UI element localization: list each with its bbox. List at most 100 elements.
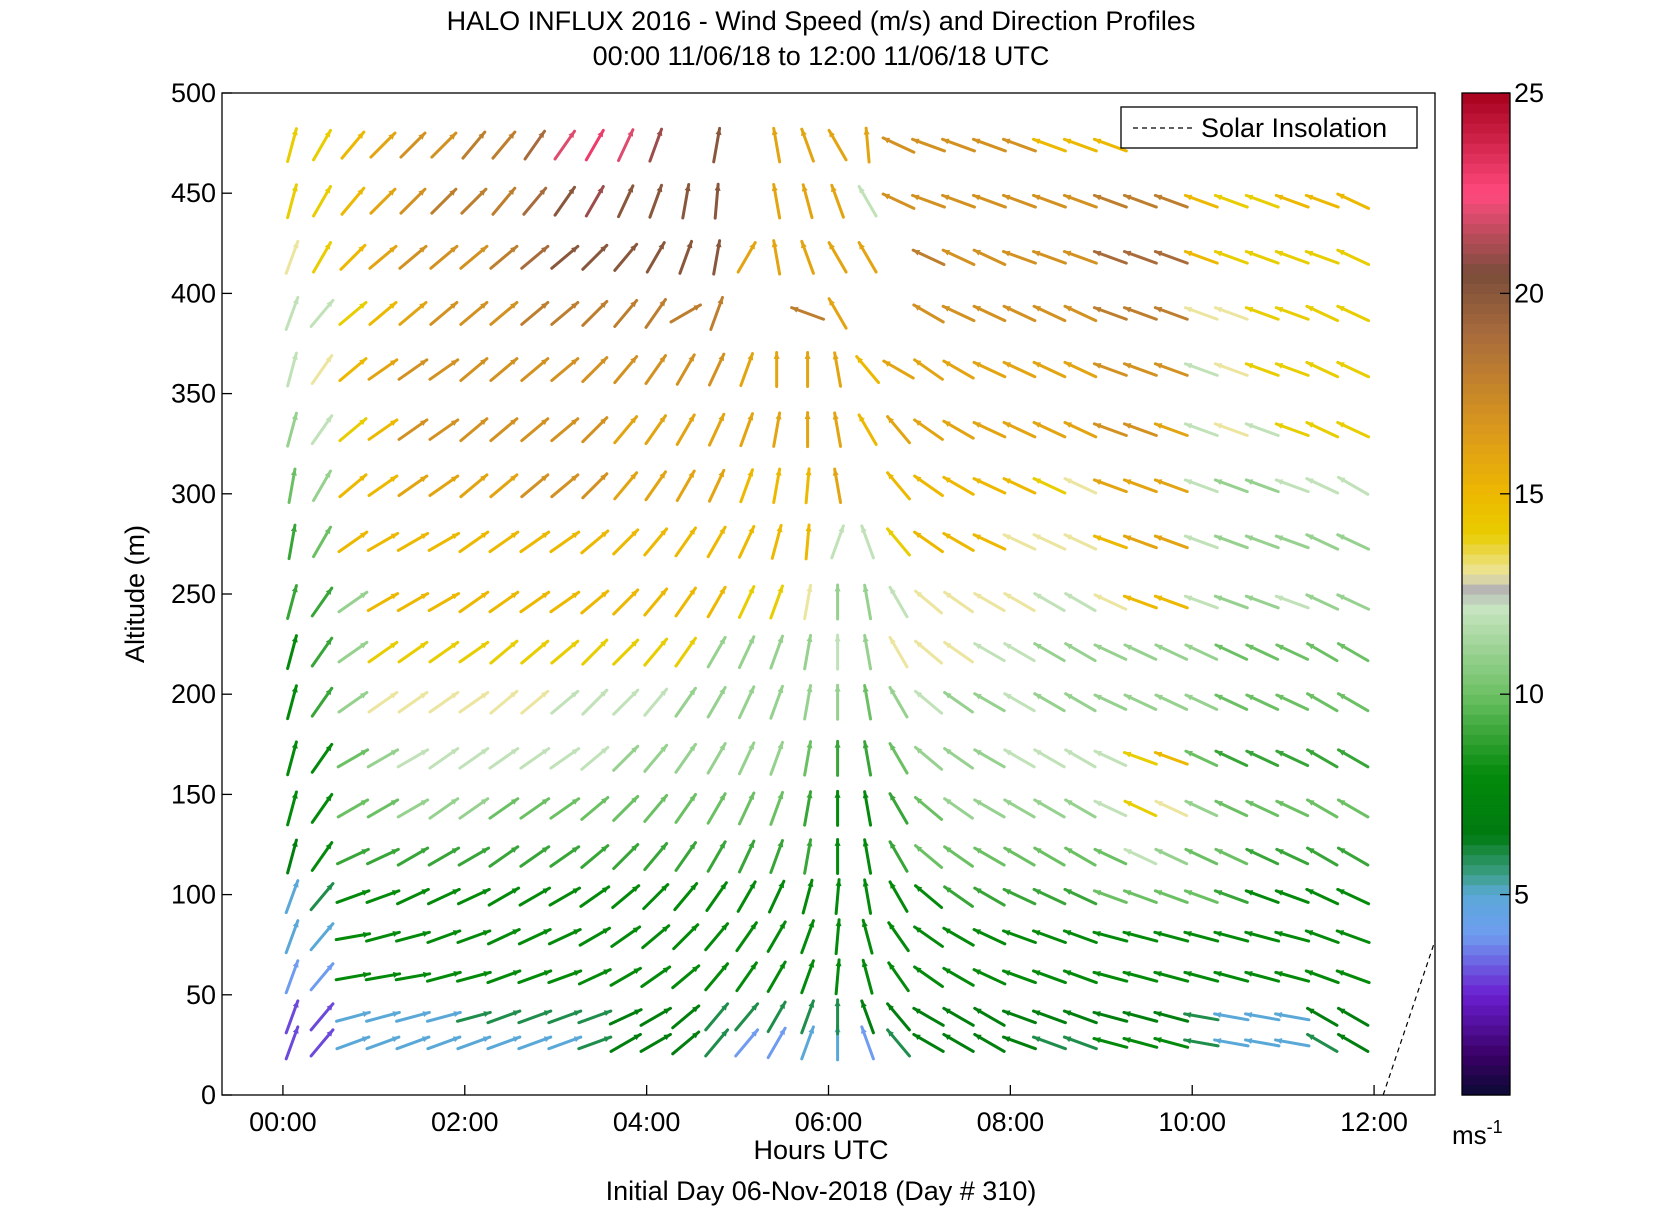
wind-arrow xyxy=(641,924,671,950)
wind-arrow xyxy=(338,417,368,443)
wind-arrow xyxy=(800,919,815,955)
wind-arrow xyxy=(737,791,756,826)
wind-arrow xyxy=(310,793,334,824)
wind-arrow xyxy=(1092,306,1128,321)
wind-arrow xyxy=(972,360,1007,379)
wind-arrow xyxy=(286,584,298,620)
wind-arrow xyxy=(491,130,517,160)
wind-arrow xyxy=(913,418,944,441)
wind-arrow xyxy=(427,592,461,613)
wind-arrow xyxy=(581,299,609,327)
wind-arrow xyxy=(734,1002,760,1032)
wind-arrow xyxy=(1213,362,1249,377)
wind-arrow xyxy=(426,887,461,906)
wind-arrow xyxy=(1033,692,1066,713)
wind-arrow xyxy=(337,690,369,714)
wind-arrow xyxy=(1336,475,1370,496)
wind-arrow xyxy=(612,744,640,772)
wind-arrow xyxy=(580,529,610,555)
wind-arrow xyxy=(973,642,1006,663)
wind-arrow xyxy=(549,797,581,820)
y-tick-label: 500 xyxy=(171,78,216,108)
wind-arrow xyxy=(644,298,667,329)
wind-arrow xyxy=(458,747,490,770)
wind-arrow xyxy=(338,357,368,382)
wind-arrow xyxy=(1062,250,1098,265)
wind-arrow xyxy=(827,241,848,274)
wind-arrow xyxy=(617,128,635,163)
wind-arrow xyxy=(1062,1009,1098,1025)
wind-arrow xyxy=(1122,534,1158,550)
wind-arrow xyxy=(1274,193,1310,209)
wind-arrow xyxy=(1305,304,1340,323)
wind-arrow xyxy=(1306,798,1339,819)
wind-arrow xyxy=(1153,751,1189,766)
wind-arrow xyxy=(972,248,1007,267)
wind-arrow xyxy=(1033,846,1066,867)
wind-arrow xyxy=(1244,362,1280,377)
wind-arrow xyxy=(769,740,784,776)
wind-arrow xyxy=(911,248,946,267)
wind-arrow xyxy=(834,998,841,1036)
wind-arrow xyxy=(459,473,489,499)
wind-arrow xyxy=(309,298,335,328)
wind-arrow xyxy=(1335,929,1371,944)
wind-arrow xyxy=(1001,193,1037,209)
wind-arrow xyxy=(972,927,1007,946)
wind-arrow xyxy=(1245,693,1280,711)
wind-arrow xyxy=(577,1009,613,1025)
wind-arrow xyxy=(1183,534,1219,550)
wind-arrow xyxy=(1274,534,1310,550)
wind-arrow xyxy=(1031,250,1067,265)
wind-arrow xyxy=(1092,362,1128,377)
wind-arrow xyxy=(769,634,784,670)
wind-arrow xyxy=(609,966,642,987)
colorbar-tick-label: 25 xyxy=(1514,78,1544,108)
wind-arrow xyxy=(487,886,521,907)
colorbar-tick-label: 5 xyxy=(1514,880,1529,910)
wind-arrow xyxy=(1062,1035,1098,1051)
wind-arrow xyxy=(1275,749,1310,768)
y-tick-label: 350 xyxy=(171,379,216,409)
wind-arrow xyxy=(1213,594,1249,610)
wind-arrow xyxy=(459,357,489,382)
wind-arrow xyxy=(705,881,728,913)
wind-arrow xyxy=(803,838,813,875)
wind-arrow xyxy=(1122,422,1158,437)
wind-arrow xyxy=(707,412,726,447)
wind-arrow xyxy=(1153,306,1189,321)
wind-arrow xyxy=(941,193,977,209)
wind-arrow xyxy=(674,636,697,668)
wind-arrow xyxy=(368,244,398,270)
wind-arrow xyxy=(396,592,430,613)
y-tick-label: 0 xyxy=(201,1080,216,1110)
wind-arrow xyxy=(519,797,551,820)
wind-arrow xyxy=(580,844,610,869)
wind-arrow xyxy=(1122,362,1158,377)
wind-arrow xyxy=(612,528,640,556)
wind-arrow xyxy=(1244,478,1280,494)
wind-arrow xyxy=(706,585,727,619)
wind-arrow xyxy=(1244,970,1281,983)
wind-arrow xyxy=(881,192,916,210)
wind-arrow xyxy=(312,525,333,559)
wind-arrow xyxy=(548,886,582,907)
wind-arrow xyxy=(671,1030,701,1056)
wind-arrow xyxy=(834,958,842,996)
wind-arrow xyxy=(1002,533,1037,551)
wind-arrow xyxy=(888,840,909,873)
wind-arrow xyxy=(579,885,611,908)
colorbar-unit-exp: -1 xyxy=(1487,1117,1503,1137)
wind-arrow xyxy=(491,186,517,216)
wind-arrow xyxy=(486,1035,522,1051)
wind-arrow xyxy=(395,1010,431,1023)
wind-arrow xyxy=(804,523,812,561)
wind-arrow xyxy=(913,965,944,989)
wind-arrow xyxy=(1093,693,1128,711)
wind-arrow xyxy=(1306,692,1339,713)
wind-arrow xyxy=(365,930,401,943)
wind-arrow xyxy=(613,298,639,328)
colorbar-tick-label: 10 xyxy=(1514,679,1544,709)
wind-arrow xyxy=(395,930,431,943)
wind-arrow xyxy=(367,358,399,381)
